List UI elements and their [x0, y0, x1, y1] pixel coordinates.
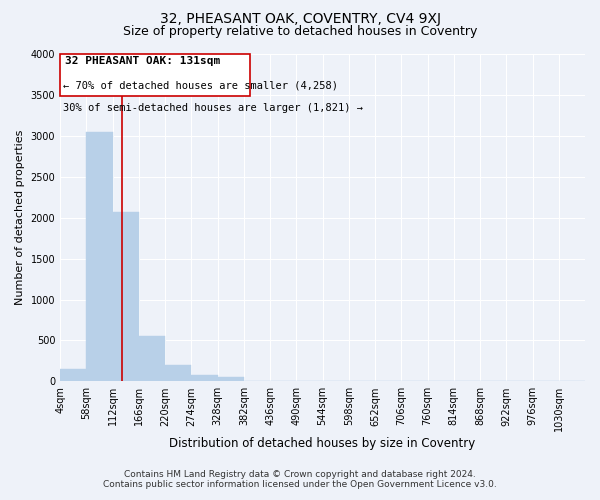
Bar — [165, 364, 191, 382]
Bar — [191, 375, 218, 382]
Text: 30% of semi-detached houses are larger (1,821) →: 30% of semi-detached houses are larger (… — [63, 103, 363, 113]
X-axis label: Distribution of detached houses by size in Coventry: Distribution of detached houses by size … — [169, 437, 476, 450]
FancyBboxPatch shape — [60, 54, 250, 96]
Text: 32 PHEASANT OAK: 131sqm: 32 PHEASANT OAK: 131sqm — [65, 56, 221, 66]
Text: Contains HM Land Registry data © Crown copyright and database right 2024.: Contains HM Land Registry data © Crown c… — [124, 470, 476, 479]
Text: Contains public sector information licensed under the Open Government Licence v3: Contains public sector information licen… — [103, 480, 497, 489]
Bar — [60, 369, 86, 382]
Bar — [86, 132, 113, 382]
Bar — [139, 336, 165, 382]
Text: ← 70% of detached houses are smaller (4,258): ← 70% of detached houses are smaller (4,… — [63, 80, 338, 90]
Y-axis label: Number of detached properties: Number of detached properties — [15, 130, 25, 306]
Bar — [218, 377, 244, 382]
Text: 32, PHEASANT OAK, COVENTRY, CV4 9XJ: 32, PHEASANT OAK, COVENTRY, CV4 9XJ — [160, 12, 440, 26]
Text: Size of property relative to detached houses in Coventry: Size of property relative to detached ho… — [123, 25, 477, 38]
Bar — [113, 212, 139, 382]
